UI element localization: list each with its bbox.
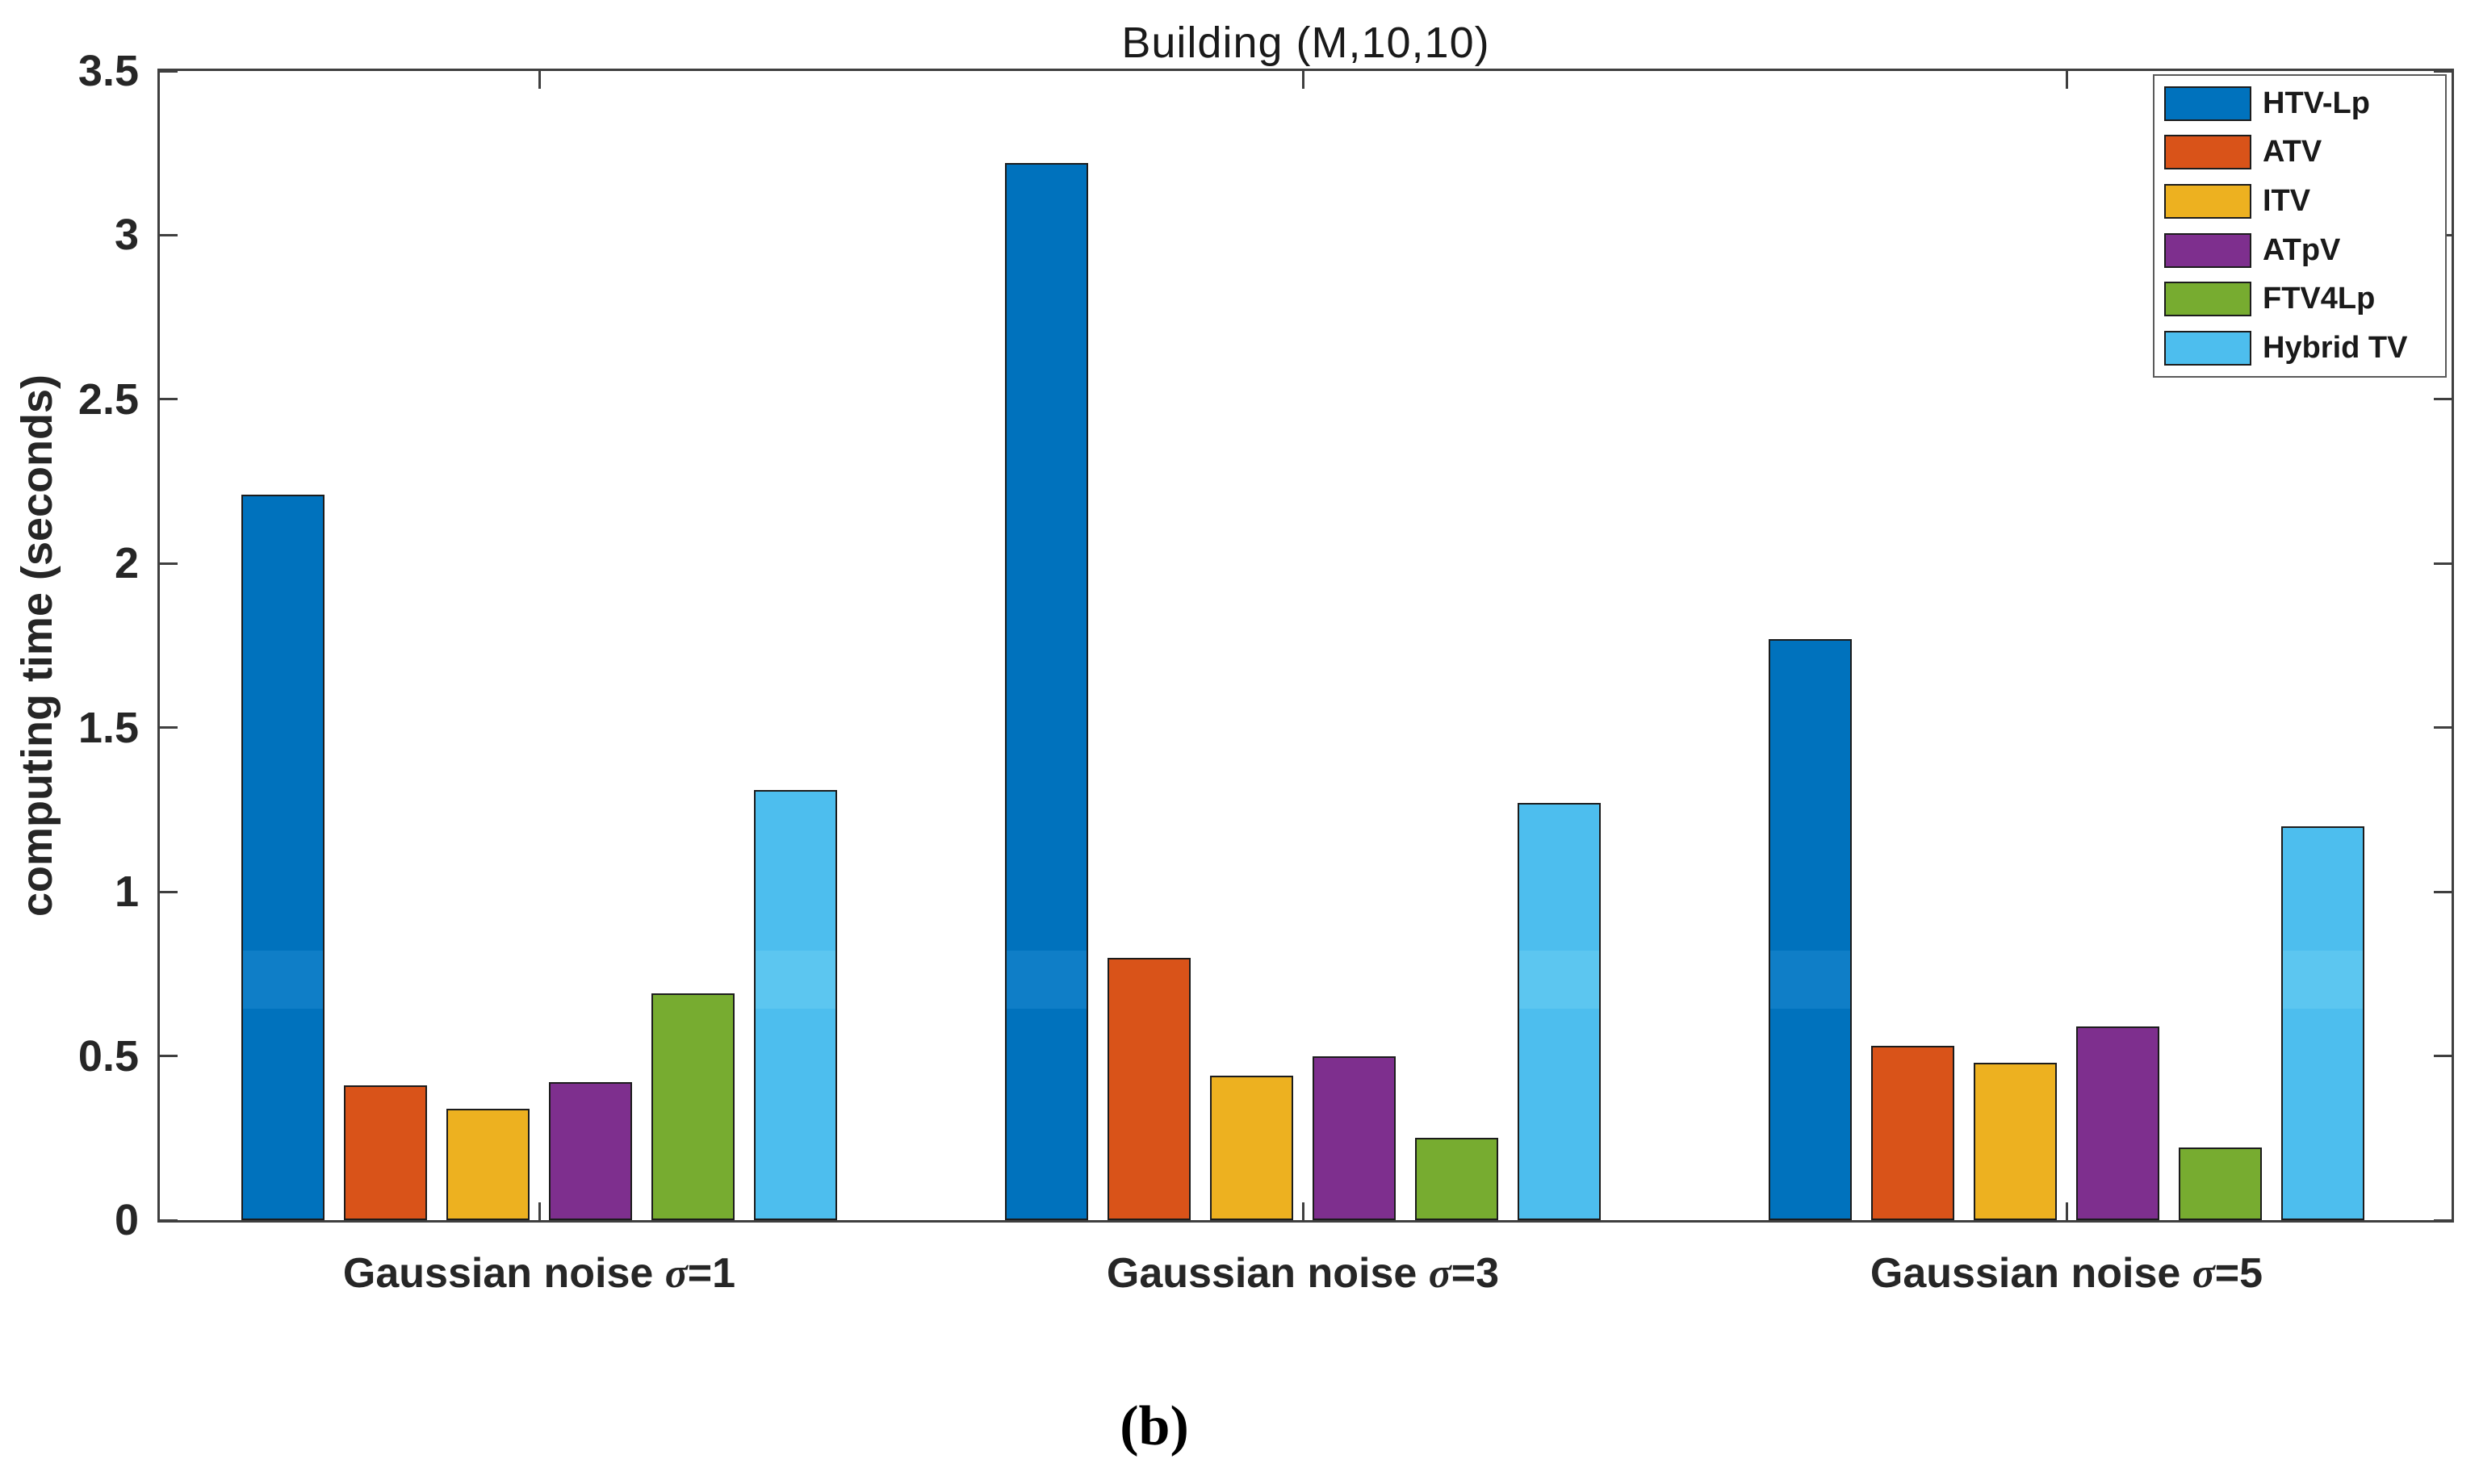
y-tick-right [2434, 726, 2452, 729]
bar-hybrid-tv-group3 [2281, 826, 2364, 1220]
x-tick-bottom [538, 1202, 541, 1220]
legend-label: Hybrid TV [2263, 331, 2408, 366]
legend-swatch-icon [2164, 135, 2251, 170]
x-tick-top [1302, 71, 1304, 89]
bar-itv-group1 [446, 1109, 530, 1220]
subfigure-caption: (b) [1120, 1395, 1189, 1457]
bar-atpv-group2 [1313, 1056, 1396, 1220]
y-tick-left [160, 891, 178, 893]
x-group-label: Gaussian noise σ=3 [1106, 1250, 1500, 1297]
bar-htv-lp-group3 [1769, 639, 1852, 1220]
legend-label: ATV [2263, 135, 2322, 169]
y-tick-left [160, 1219, 178, 1222]
legend-swatch-icon [2164, 86, 2251, 121]
legend-label: ITV [2263, 184, 2311, 219]
x-tick-top [2066, 71, 2068, 89]
y-tick-label: 1 [114, 867, 139, 916]
bar-ftv4lp-group2 [1415, 1138, 1498, 1220]
legend-entry-atv: ATV [2154, 135, 2445, 170]
y-tick-left [160, 234, 178, 236]
bar-hybrid-tv-group2 [1518, 803, 1601, 1220]
legend-entry-hybrid-tv: Hybrid TV [2154, 331, 2445, 366]
x-tick-top [538, 71, 541, 89]
y-tick-left [160, 398, 178, 400]
y-tick-left [160, 70, 178, 73]
y-axis-label: computing time (seconds) [13, 374, 61, 918]
legend-label: FTV4Lp [2263, 282, 2376, 316]
legend-swatch-icon [2164, 232, 2251, 268]
legend-entry-htv-lp: HTV-Lp [2154, 86, 2445, 121]
legend-label: HTV-Lp [2263, 86, 2370, 120]
y-tick-label: 3.5 [77, 47, 139, 95]
x-tick-bottom [2066, 1202, 2068, 1220]
y-tick-label: 0 [114, 1196, 139, 1244]
plot-area: HTV-Lp ATV ITV ATpV FTV4Lp Hybrid TV [157, 69, 2454, 1223]
legend-swatch-icon [2164, 282, 2251, 317]
y-tick-label: 0.5 [77, 1032, 139, 1081]
x-group-label: Gaussian noise σ=5 [1870, 1250, 2263, 1297]
legend-swatch-icon [2164, 331, 2251, 366]
bar-itv-group3 [1974, 1063, 2057, 1220]
legend: HTV-Lp ATV ITV ATpV FTV4Lp Hybrid TV [2153, 74, 2447, 378]
bar-itv-group2 [1210, 1076, 1293, 1220]
y-tick-left [160, 726, 178, 729]
bar-ftv4lp-group3 [2179, 1147, 2262, 1220]
y-tick-right [2434, 1219, 2452, 1222]
y-tick-label: 3 [114, 211, 139, 259]
y-tick-left [160, 562, 178, 565]
bar-htv-lp-group2 [1005, 163, 1088, 1220]
bar-atv-group3 [1871, 1046, 1954, 1220]
y-tick-label: 2 [114, 539, 139, 587]
chart-title: Building (M,10,10) [1121, 19, 1490, 67]
x-tick-bottom [1302, 1202, 1304, 1220]
legend-swatch-icon [2164, 184, 2251, 219]
legend-entry-itv: ITV [2154, 184, 2445, 219]
y-tick-right [2434, 562, 2452, 565]
x-group-label: Gaussian noise σ=1 [342, 1250, 736, 1297]
bar-htv-lp-group1 [241, 495, 325, 1220]
bar-atv-group2 [1108, 958, 1191, 1220]
bar-ftv4lp-group1 [651, 993, 735, 1220]
bar-hybrid-tv-group1 [754, 790, 837, 1220]
bar-atpv-group3 [2076, 1026, 2159, 1220]
bar-atpv-group1 [549, 1082, 632, 1220]
y-tick-right [2434, 1055, 2452, 1057]
legend-entry-atpv: ATpV [2154, 232, 2445, 268]
y-tick-label: 2.5 [77, 375, 139, 424]
y-tick-right [2434, 398, 2452, 400]
y-tick-label: 1.5 [77, 704, 139, 752]
legend-entry-ftv4lp: FTV4Lp [2154, 282, 2445, 317]
y-tick-right [2434, 891, 2452, 893]
bar-atv-group1 [344, 1085, 427, 1220]
y-tick-right [2434, 70, 2452, 73]
legend-label: ATpV [2263, 232, 2341, 267]
y-tick-left [160, 1055, 178, 1057]
